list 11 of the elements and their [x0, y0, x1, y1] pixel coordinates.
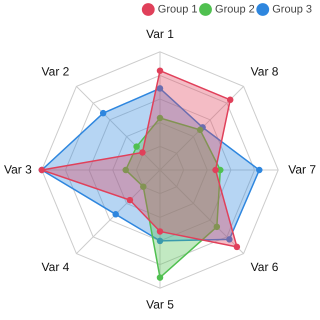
- legend-label: Group 2: [215, 4, 255, 16]
- legend-label: Group 3: [272, 4, 312, 16]
- spoke-label: Var 1: [146, 26, 174, 41]
- spoke-label: Var 7: [288, 162, 316, 176]
- spoke-label: Var 2: [42, 64, 70, 78]
- spoke-label: Var 3: [4, 162, 32, 176]
- spoke-label: Var 4: [42, 260, 70, 274]
- spoke-label: Var 6: [250, 260, 279, 274]
- spoke-label: Var 8: [250, 64, 279, 78]
- spoke-label: Var 5: [146, 298, 174, 312]
- legend-label: Group 1: [158, 4, 198, 16]
